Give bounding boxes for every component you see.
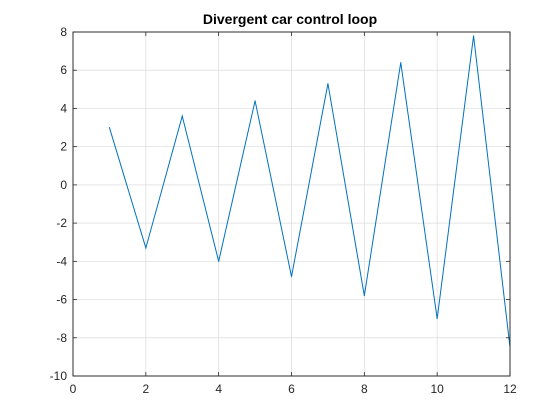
data-point: [363, 295, 365, 297]
data-point: [473, 35, 475, 37]
y-tick-label: -8: [56, 331, 67, 345]
x-tick-label: 10: [430, 382, 444, 396]
data-point: [327, 83, 329, 85]
data-point: [400, 62, 402, 64]
y-tick-label: -2: [56, 216, 67, 230]
data-point: [218, 260, 220, 262]
data-point: [291, 276, 292, 278]
y-tick-label: 4: [60, 101, 67, 115]
data-point: [145, 247, 147, 249]
y-tick-label: 6: [60, 63, 67, 77]
y-tick-label: -10: [50, 369, 68, 383]
y-tick-label: 2: [60, 140, 67, 154]
data-point: [254, 100, 256, 102]
y-tick-label: -4: [56, 254, 67, 268]
y-tick-label: 0: [60, 178, 67, 192]
ticks: [72, 31, 511, 377]
x-tick-label: 2: [142, 382, 149, 396]
tick-labels: 0 2 4 6 8 10 12 -10 -8 -6 -4 -2 0 2 4 6 8: [50, 25, 517, 396]
x-tick-label: 8: [361, 382, 368, 396]
data-point: [436, 318, 438, 320]
chart-title: Divergent car control loop: [203, 11, 377, 27]
y-tick-label: -6: [56, 293, 67, 307]
x-tick-label: 12: [503, 382, 517, 396]
series-line: [108, 35, 511, 348]
grid: [73, 32, 510, 376]
data-point: [108, 127, 110, 129]
y-tick-label: 8: [60, 25, 67, 39]
data-point: [181, 115, 183, 117]
x-tick-label: 6: [288, 382, 295, 396]
x-tick-label: 4: [215, 382, 222, 396]
x-tick-label: 0: [70, 382, 77, 396]
